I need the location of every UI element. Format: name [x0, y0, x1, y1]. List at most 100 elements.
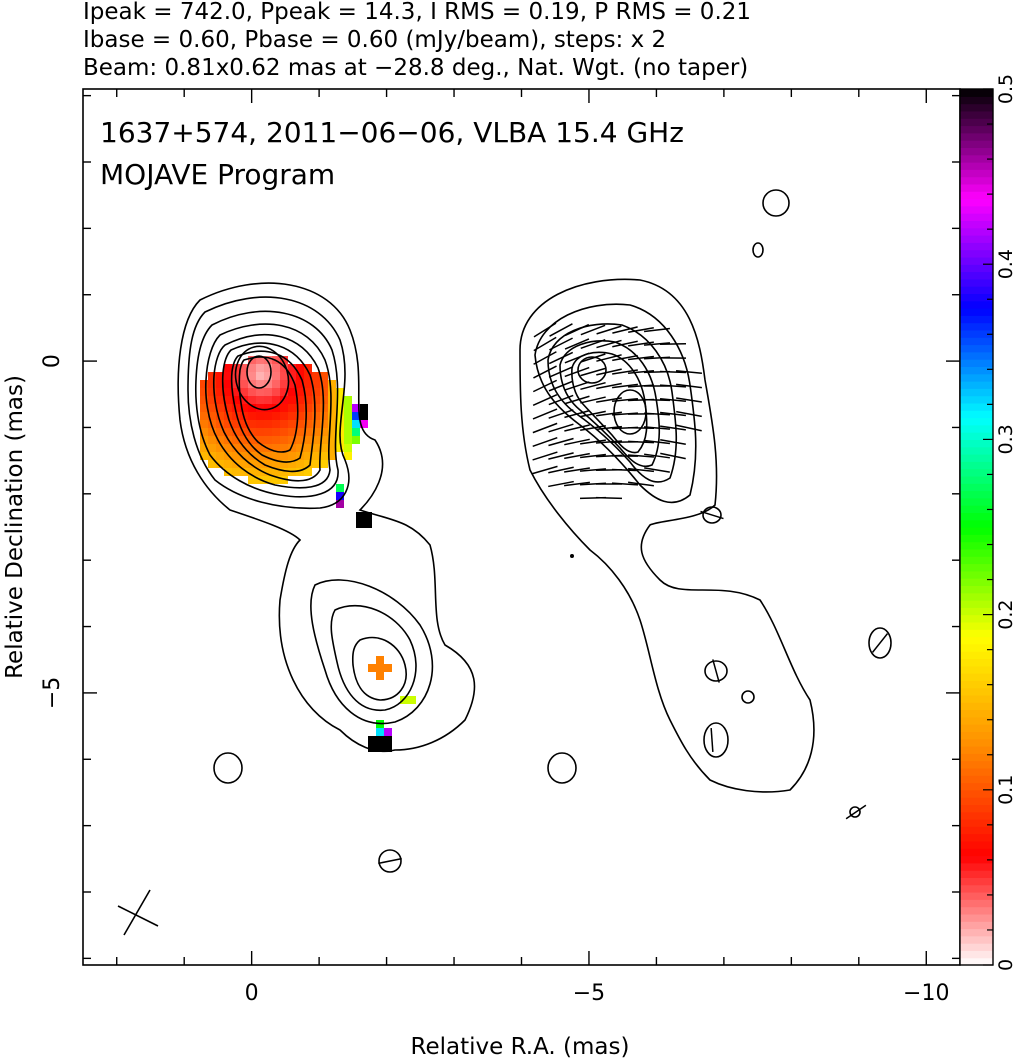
colorbar-segment-61	[960, 512, 993, 521]
colorbar-segment-95	[960, 264, 993, 273]
pol-pixel-51	[232, 388, 240, 396]
evpa-vector-86	[643, 342, 671, 346]
evpa-vector-94	[644, 453, 670, 459]
colorbar-segment-26	[960, 767, 993, 776]
colorbar-segment-72	[960, 432, 993, 440]
colorbar-segment-113	[960, 132, 993, 141]
pol-pixel-274	[376, 744, 384, 752]
pol-pixel-142	[280, 372, 288, 380]
pol-pixel-262	[364, 520, 372, 528]
evpa-vector-24	[564, 338, 590, 350]
colorbar-segment-7	[960, 906, 993, 915]
colorbar-segment-84	[960, 344, 993, 353]
contour-b-blob-6	[868, 627, 892, 659]
evpa-vector-102	[660, 425, 686, 431]
pol-pixel-99	[256, 412, 264, 420]
pol-pixel-41	[224, 420, 232, 428]
pol-pixel-248	[352, 420, 360, 428]
colorbar-segment-85	[960, 337, 993, 346]
pol-pixel-217	[320, 428, 328, 436]
evpa-vector-6	[532, 408, 558, 420]
pol-pixel-231	[328, 452, 336, 460]
pol-pixel-191	[304, 420, 312, 428]
evpa-vector-7	[532, 422, 558, 434]
pol-pixel-210	[320, 372, 328, 380]
pol-pixel-81	[248, 396, 256, 404]
pol-pixel-151	[280, 444, 288, 452]
pol-pixel-198	[312, 372, 320, 380]
pol-pixel-260	[364, 512, 372, 520]
colorbar-segment-103	[960, 205, 993, 214]
colorbar-segment-15	[960, 848, 993, 857]
evpa-vector-99	[659, 384, 687, 388]
pol-pixel-110	[264, 372, 272, 380]
pol-pixel-8	[200, 444, 208, 452]
pol-pixel-272	[384, 736, 392, 744]
pol-pixel-82	[248, 404, 256, 412]
pol-pixel-143	[280, 380, 288, 388]
colorbar-segment-76	[960, 402, 993, 411]
pol-pixel-95	[256, 380, 264, 388]
evpa-vector-38	[580, 367, 606, 377]
colorbar-segment-69	[960, 454, 993, 462]
pol-pixel-146	[280, 404, 288, 412]
pol-pixel-5	[200, 420, 208, 428]
pol-pixel-234	[336, 404, 344, 412]
colorbar-segment-59	[960, 527, 993, 535]
colorbar-segment-51	[960, 585, 993, 594]
evpa-vector-23	[564, 323, 590, 337]
colorbar-segment-47	[960, 614, 993, 623]
evpa-vector-107	[676, 397, 702, 403]
evpa-vector-51	[596, 368, 622, 376]
colorbar-segment-5	[960, 921, 993, 930]
evpa-vector-9	[532, 451, 558, 461]
evpa-vector-49	[596, 339, 622, 349]
evpa-vector-40	[580, 396, 606, 404]
pol-pixel-188	[304, 396, 312, 404]
evpa-vector-85	[643, 327, 671, 333]
pol-pixel-246	[352, 404, 360, 412]
contour-a-3	[194, 310, 339, 498]
program-annotation: MOJAVE Program	[100, 158, 335, 191]
pol-pixel-271	[376, 736, 384, 744]
colorbar-segment-101	[960, 220, 993, 229]
evpa-vector-34	[564, 481, 590, 487]
pol-pixel-115	[264, 412, 272, 420]
pol-pixel-0	[200, 380, 208, 388]
evpa-vector-110	[700, 510, 724, 520]
contour-b-blob-4	[741, 690, 755, 704]
y-axis-label: Relative Declination (mas)	[2, 375, 28, 679]
colorbar-label-3: 0.3	[995, 424, 1017, 454]
pol-pixel-1	[200, 388, 208, 396]
colorbar-segment-68	[960, 461, 993, 470]
colorbar-segment-64	[960, 490, 993, 499]
pol-pixel-225	[328, 404, 336, 412]
colorbar-segment-99	[960, 235, 993, 243]
colorbar-segment-93	[960, 278, 993, 287]
pol-pixel-270	[368, 736, 376, 744]
pol-pixel-203	[312, 412, 320, 420]
evpa-vector-103	[660, 438, 686, 446]
colorbar-segment-1	[960, 950, 993, 959]
pol-pixel-69	[240, 420, 248, 428]
pol-pixel-168	[288, 460, 296, 468]
pol-pixel-30	[216, 436, 224, 444]
pol-pixel-227	[328, 420, 336, 428]
colorbar-segment-92	[960, 286, 993, 294]
pol-pixel-170	[296, 364, 304, 372]
pol-pixel-13	[208, 396, 216, 404]
pol-pixel-29	[216, 428, 224, 436]
colorbar-segment-74	[960, 417, 993, 426]
colorbar-segment-109	[960, 162, 993, 170]
evpa-vector-12	[549, 337, 573, 351]
contour-a-outer	[177, 282, 476, 753]
pol-pixel-177	[296, 420, 304, 428]
pol-pixel-162	[288, 412, 296, 420]
pol-pixel-179	[296, 436, 304, 444]
pol-pixel-64	[240, 380, 248, 388]
evpa-vector-31	[564, 438, 590, 446]
colorbar: 0 0.1 0.2 0.3 0.4 0.5	[959, 74, 1017, 971]
colorbar-segment-116	[960, 110, 993, 119]
pol-pixel-20	[208, 452, 216, 460]
